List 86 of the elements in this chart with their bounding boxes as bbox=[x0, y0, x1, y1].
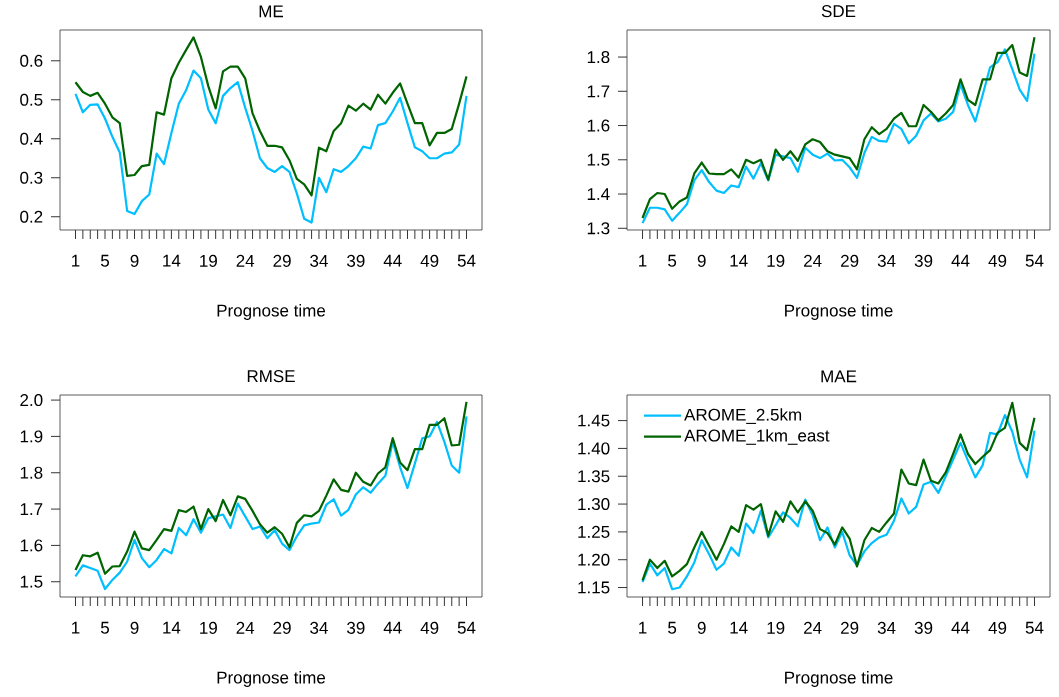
x-tick-label: 9 bbox=[130, 621, 139, 634]
x-tick-label: 54 bbox=[457, 254, 476, 267]
y-tick-label: 1.7 bbox=[587, 85, 610, 98]
x-tick-label: 14 bbox=[730, 621, 748, 634]
line-series bbox=[74, 400, 468, 575]
x-tick-label: 39 bbox=[914, 254, 933, 267]
x-tick-label: 49 bbox=[988, 254, 1007, 267]
x-tick-label: 34 bbox=[310, 621, 328, 634]
x-tick-label: 1 bbox=[639, 621, 647, 634]
x-tick-label: 14 bbox=[730, 254, 748, 267]
y-tick-label: 2.0 bbox=[20, 394, 43, 407]
x-tick-label: 39 bbox=[347, 621, 365, 634]
chart-title: RMSE bbox=[247, 370, 295, 383]
x-tick-label: 44 bbox=[951, 254, 970, 267]
x-tick-label: 9 bbox=[697, 254, 706, 267]
x-tick-label: 39 bbox=[914, 621, 933, 634]
y-tick-label: 1.9 bbox=[20, 430, 43, 443]
y-tick-label: 1.5 bbox=[20, 575, 43, 588]
y-tick-label: 1.30 bbox=[578, 498, 610, 511]
x-tick-label: 14 bbox=[163, 254, 181, 267]
x-tick-label: 19 bbox=[200, 621, 217, 634]
x-tick-label: 44 bbox=[383, 621, 402, 634]
line-series bbox=[74, 36, 468, 197]
y-tick-label: 1.45 bbox=[578, 414, 610, 427]
x-tick-label: 9 bbox=[697, 621, 706, 634]
x-axis-title: Prognose time bbox=[785, 671, 893, 687]
x-tick-label: 1 bbox=[72, 621, 80, 634]
x-tick-label: 5 bbox=[668, 621, 677, 634]
x-axis-title: Prognose time bbox=[785, 304, 893, 320]
x-tick-label: 29 bbox=[273, 254, 291, 267]
x-tick-label: 29 bbox=[273, 621, 291, 634]
y-tick-label: 1.6 bbox=[20, 539, 43, 552]
x-tick-label: 1 bbox=[639, 254, 647, 267]
y-tick-label: 1.8 bbox=[587, 51, 610, 64]
x-tick-label: 5 bbox=[100, 254, 110, 267]
line-series bbox=[74, 69, 468, 224]
x-tick-label: 34 bbox=[877, 621, 896, 634]
y-tick-label: 0.5 bbox=[20, 93, 43, 106]
y-tick-label: 1.35 bbox=[578, 470, 610, 483]
y-tick-label: 1.6 bbox=[587, 119, 610, 132]
x-axis-title: Prognose time bbox=[217, 304, 326, 320]
x-tick-label: 24 bbox=[236, 254, 255, 267]
x-tick-label: 19 bbox=[200, 254, 217, 267]
x-tick-label: 54 bbox=[1025, 621, 1044, 634]
x-tick-label: 24 bbox=[804, 254, 822, 267]
x-tick-label: 49 bbox=[988, 621, 1007, 634]
x-tick-label: 39 bbox=[347, 254, 365, 267]
line-series bbox=[74, 415, 468, 591]
x-tick-label: 49 bbox=[420, 621, 439, 634]
y-tick-label: 1.25 bbox=[578, 525, 610, 538]
x-tick-label: 34 bbox=[877, 254, 896, 267]
x-tick-label: 34 bbox=[310, 254, 328, 267]
y-tick-label: 1.40 bbox=[578, 442, 610, 455]
y-tick-label: 1.4 bbox=[587, 188, 610, 200]
x-tick-label: 9 bbox=[130, 254, 139, 267]
y-tick-label: 1.15 bbox=[578, 581, 610, 594]
x-tick-label: 14 bbox=[163, 621, 181, 634]
y-tick-label: 1.20 bbox=[578, 553, 610, 566]
x-tick-label: 54 bbox=[457, 621, 476, 634]
x-tick-label: 29 bbox=[841, 254, 859, 267]
y-tick-label: 0.4 bbox=[20, 132, 43, 145]
x-tick-label: 29 bbox=[841, 621, 859, 634]
y-tick-label: 1.7 bbox=[20, 503, 43, 515]
x-tick-label: 24 bbox=[236, 621, 255, 634]
x-tick-label: 5 bbox=[668, 254, 677, 267]
chart-title: MAE bbox=[821, 370, 857, 383]
y-tick-label: 0.2 bbox=[20, 210, 43, 223]
x-tick-label: 54 bbox=[1025, 254, 1044, 267]
y-tick-label: 1.5 bbox=[587, 153, 610, 166]
x-tick-label: 44 bbox=[951, 621, 970, 634]
x-tick-label: 24 bbox=[804, 621, 822, 634]
y-tick-label: 0.6 bbox=[20, 54, 43, 67]
x-tick-label: 49 bbox=[420, 254, 439, 267]
x-tick-label: 19 bbox=[767, 254, 785, 267]
legend-label: AROME_2.5km bbox=[684, 408, 802, 424]
legend-label: AROME_1km_east bbox=[684, 429, 830, 445]
x-tick-label: 19 bbox=[767, 621, 785, 634]
y-tick-label: 1.8 bbox=[20, 466, 43, 479]
y-tick-label: 1.3 bbox=[587, 222, 610, 235]
x-tick-label: 1 bbox=[72, 254, 80, 267]
x-tick-label: 5 bbox=[100, 621, 110, 634]
x-axis-title: Prognose time bbox=[217, 671, 326, 687]
x-tick-label: 44 bbox=[383, 254, 402, 267]
chart-title: SDE bbox=[821, 5, 856, 18]
chart-title: ME bbox=[259, 5, 284, 18]
y-tick-label: 0.3 bbox=[20, 171, 43, 184]
